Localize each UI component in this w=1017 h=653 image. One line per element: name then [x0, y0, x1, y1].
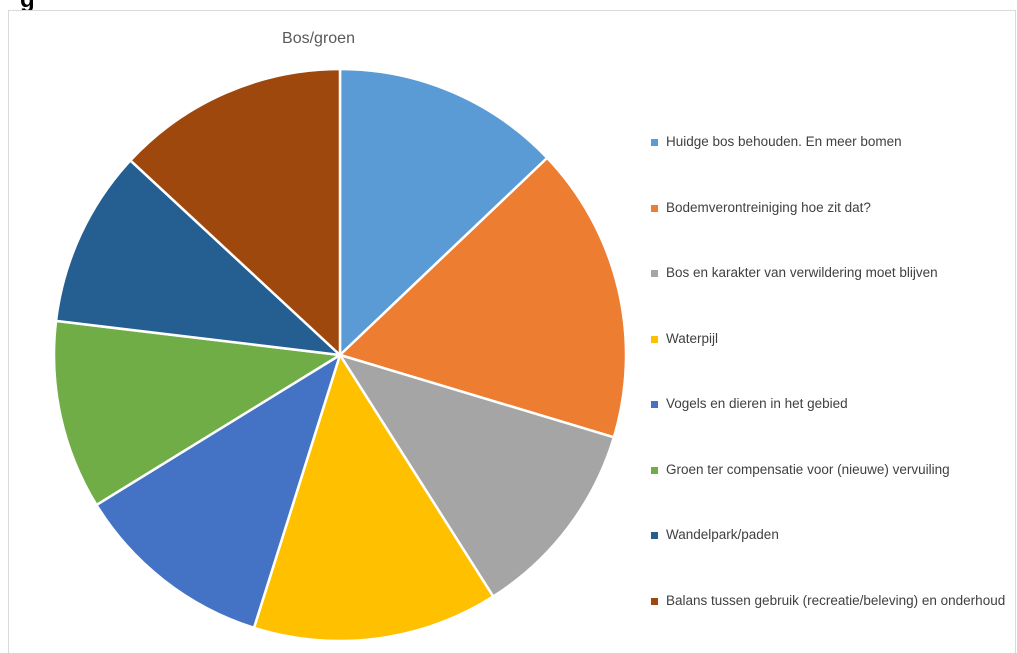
legend-label: Balans tussen gebruik (recreatie/belevin…: [666, 592, 1006, 608]
legend-swatch: [651, 270, 658, 277]
legend-item: Wandelpark/paden: [651, 525, 1011, 545]
legend-label: Waterpijl: [666, 330, 719, 346]
legend-swatch: [651, 139, 658, 146]
pie-slice: [52, 319, 342, 507]
legend-swatch: [651, 204, 658, 212]
pie-slice: [252, 353, 495, 643]
legend-label: Groen ter compensatie voor (nieuwe) verv…: [666, 461, 950, 477]
legend-swatch: [651, 597, 658, 605]
legend-swatch: [651, 532, 658, 539]
legend-item: Bodemverontreiniging hoe zit dat?: [651, 198, 1011, 218]
legend-swatch: [651, 466, 658, 474]
chart-frame: [8, 10, 1016, 653]
legend-label: Huidge bos behouden. En meer bomen: [666, 134, 902, 149]
legend-label: Wandelpark/paden: [666, 527, 779, 542]
pie-slice: [54, 159, 342, 357]
legend-item: Balans tussen gebruik (recreatie/belevin…: [651, 591, 1011, 611]
pie-slice: [129, 67, 342, 357]
legend-label: Vogels en dieren in het gebied: [666, 396, 848, 411]
legend-item: Vogels en dieren in het gebied: [651, 394, 1011, 414]
pie-slice: [338, 353, 616, 598]
legend-item: Bos en karakter van verwildering moet bl…: [651, 263, 1011, 283]
cut-off-heading: g: [0, 0, 1017, 10]
legend-item: Huidge bos behouden. En meer bomen: [651, 132, 1011, 152]
legend-swatch: [651, 335, 658, 343]
legend-label: Bodemverontreiniging hoe zit dat?: [666, 199, 871, 215]
pie-slice: [95, 353, 342, 630]
legend-item: Groen ter compensatie voor (nieuwe) verv…: [651, 460, 1011, 480]
pie-slice: [338, 67, 549, 357]
pie-slice: [338, 156, 628, 439]
legend-label: Bos en karakter van verwildering moet bl…: [666, 265, 938, 280]
legend-swatch: [651, 401, 658, 408]
legend-item: Waterpijl: [651, 329, 1011, 349]
